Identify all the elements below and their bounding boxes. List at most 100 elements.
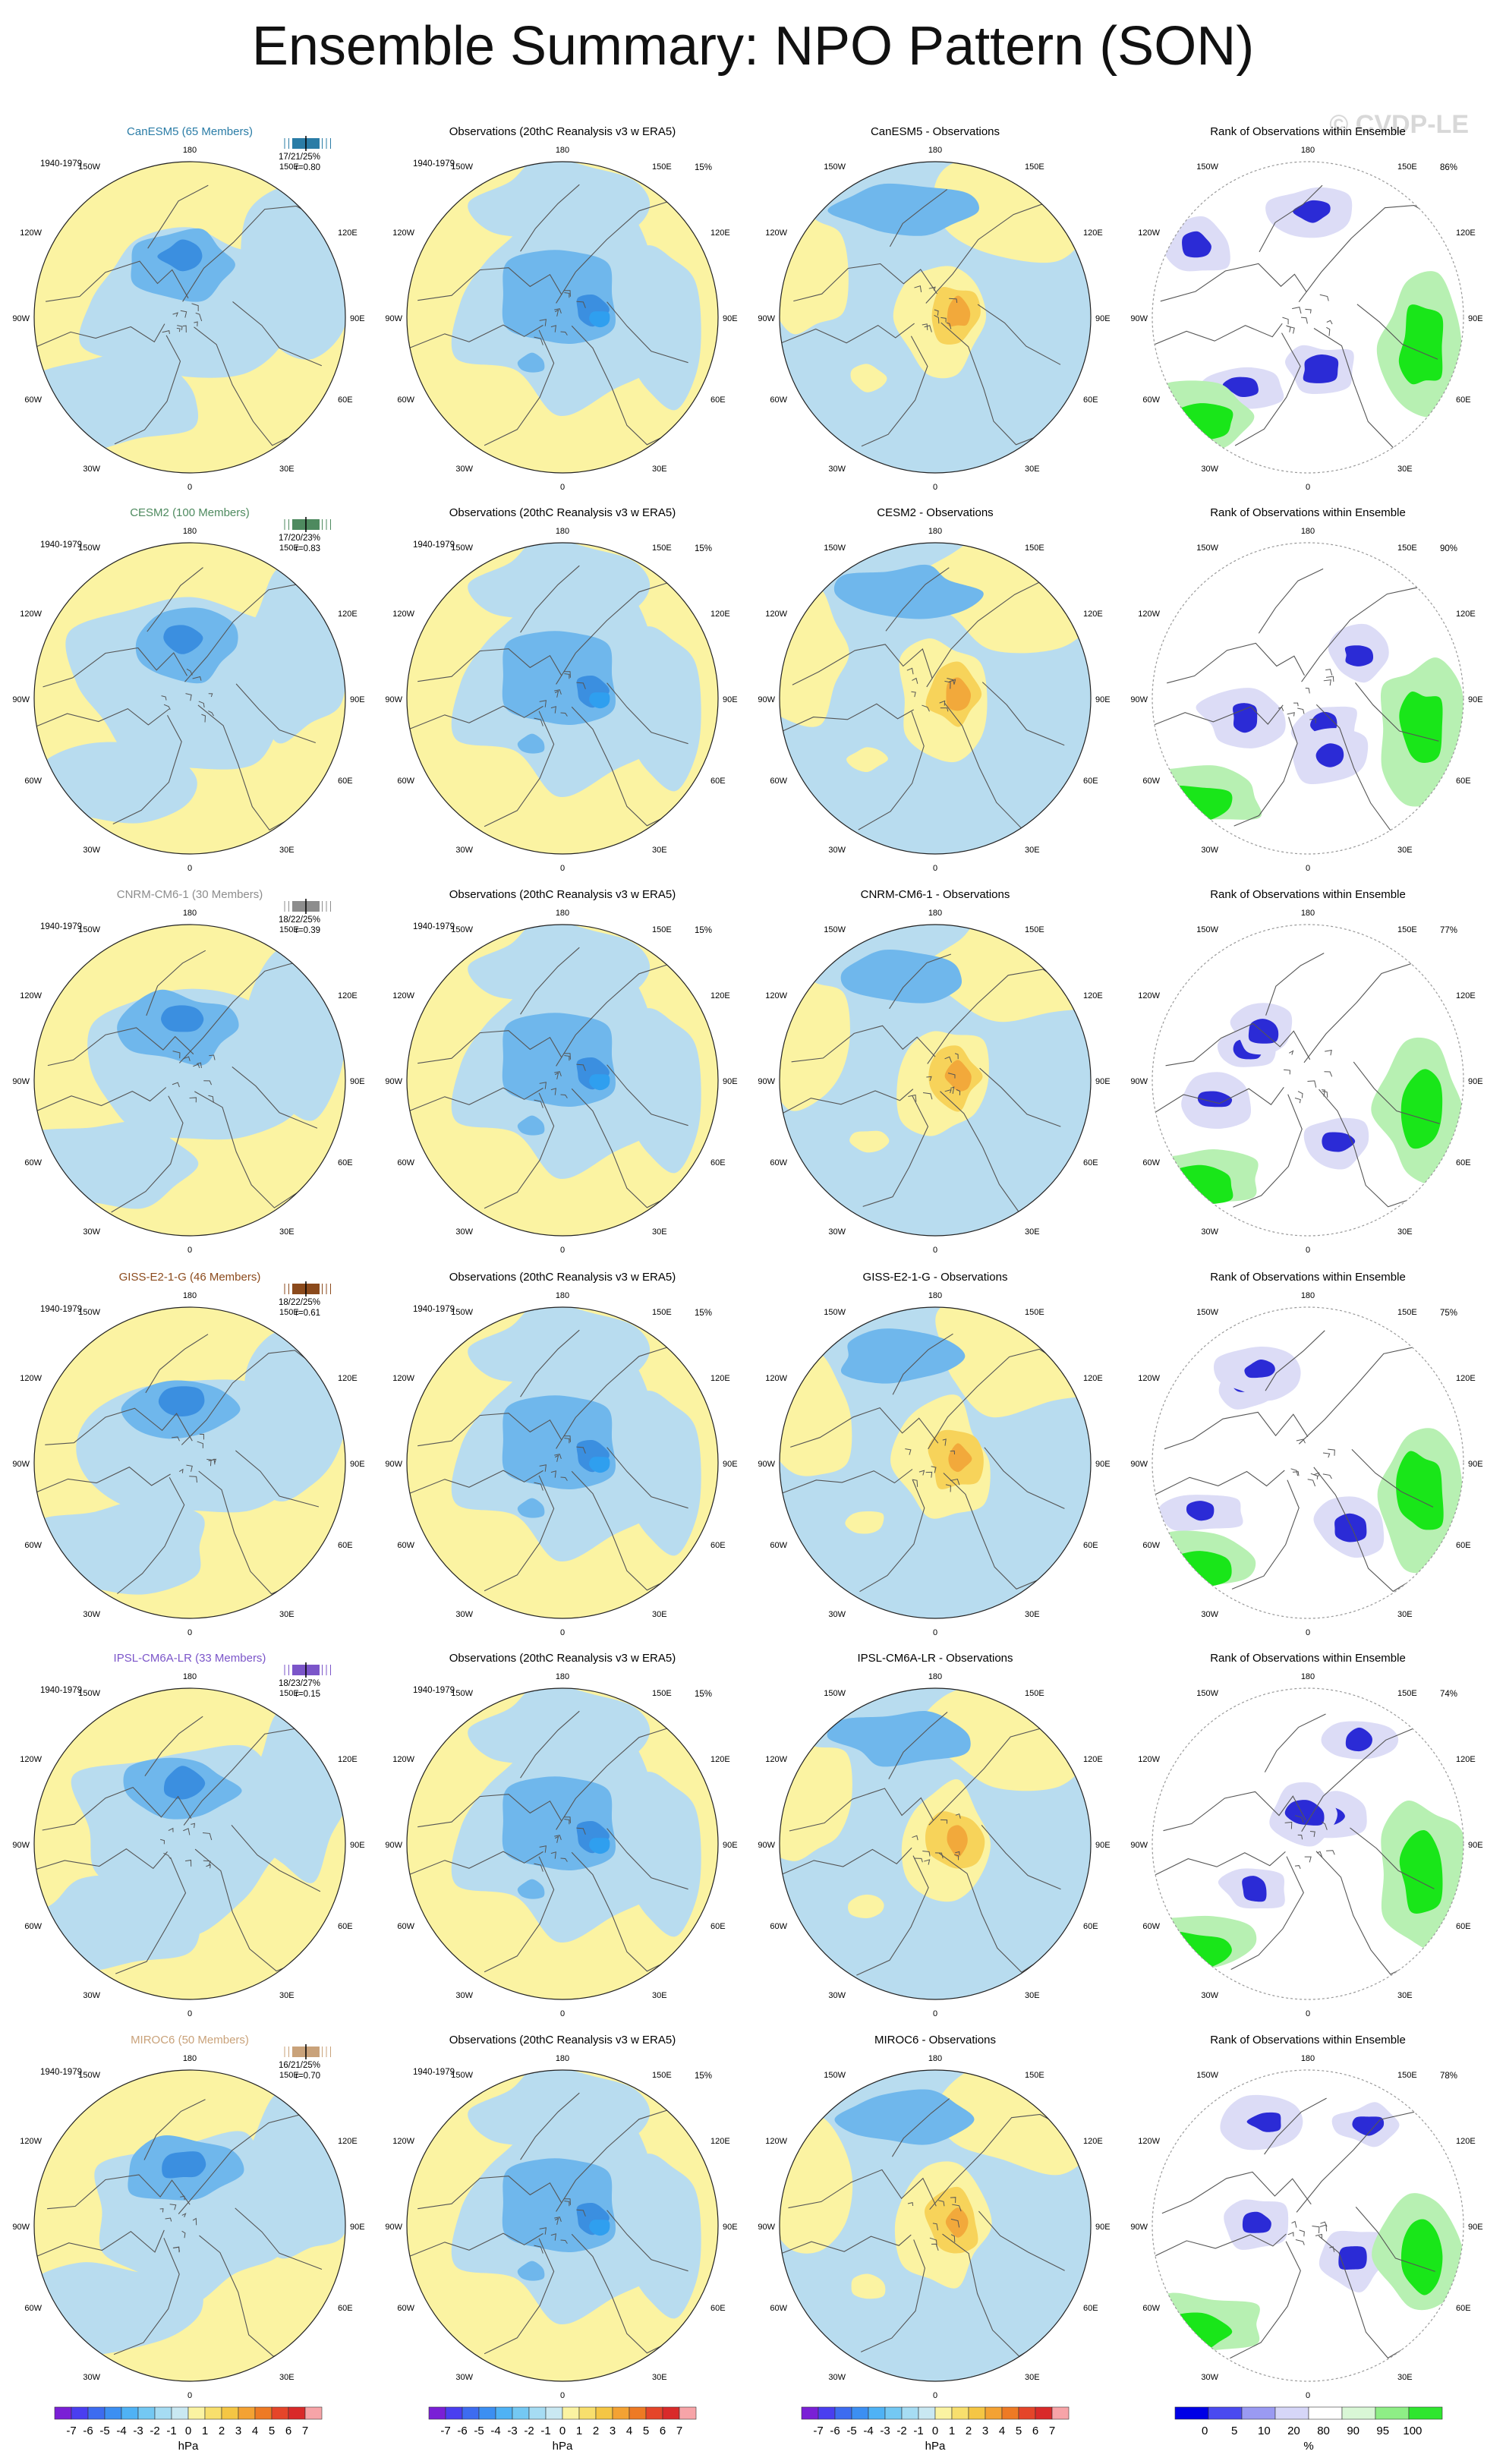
- island-outline: [1292, 307, 1302, 314]
- lon-label-tr2: 120E: [1456, 610, 1476, 619]
- island-outline: [539, 1845, 547, 1853]
- coastline: [408, 1851, 543, 1876]
- contour-negative-mid: [827, 1710, 971, 1767]
- lon-label-tl2: 120W: [20, 2137, 42, 2146]
- model-mean-panel: MIROC6 (50 Members) 1940-1979 16/21/25% r=0…: [12, 2034, 364, 2400]
- lon-label-top: 180: [1301, 909, 1315, 918]
- coastline: [34, 2229, 165, 2258]
- coastline: [1155, 2233, 1287, 2257]
- map-contours: [34, 184, 345, 452]
- rank-patch-very-high: [1399, 691, 1443, 764]
- island-outline: [564, 1818, 570, 1825]
- coastline: [1161, 2171, 1312, 2214]
- pattern-correlation: r=0.61: [295, 1309, 320, 1318]
- lon-label-tr2: 120E: [338, 2137, 358, 2146]
- lon-label-top: 180: [928, 1291, 942, 1300]
- island-outline: [534, 1482, 543, 1491]
- lon-label-bl1: 60W: [24, 395, 42, 405]
- island-outline: [182, 1056, 191, 1061]
- coastline: [146, 950, 206, 1016]
- lon-label-br2: 30E: [1397, 2373, 1413, 2382]
- lon-label-tr2: 120E: [710, 1755, 730, 1764]
- lon-label-top: 180: [928, 146, 942, 155]
- coastline: [147, 184, 209, 249]
- lon-label-bottom: 0: [560, 1246, 565, 1255]
- colorbar-tick: -4: [490, 2425, 500, 2437]
- coastline: [888, 1711, 948, 1779]
- coastline: [789, 1788, 934, 1832]
- coastline: [943, 1473, 1050, 1590]
- lon-label-tl1: 150W: [78, 1689, 100, 1698]
- contour-negative-strong: [589, 1838, 610, 1854]
- island-outline: [539, 1082, 547, 1089]
- lon-label-br1: 60E: [1083, 1158, 1098, 1167]
- lon-label-br2: 30E: [652, 465, 667, 474]
- coastline: [1351, 1449, 1434, 1508]
- lon-label-br1: 60E: [1456, 1922, 1471, 1931]
- period-label: 1940-1979: [413, 922, 455, 931]
- lon-label-tl1: 150W: [824, 162, 846, 172]
- island-outline: [163, 1852, 171, 1859]
- island-outline: [945, 1484, 951, 1492]
- model-mean-panel: CNRM-CM6-1 (30 Members) 1940-1979 18/22/25…: [12, 888, 364, 1255]
- colorbar-swatch: [1241, 2406, 1276, 2420]
- map-border: [1152, 1687, 1464, 2000]
- difference-title: MIROC6 - Observations: [874, 2034, 996, 2047]
- island-outline: [181, 2213, 187, 2218]
- island-outline: [172, 1051, 181, 1059]
- lon-label-top: 180: [556, 527, 569, 536]
- difference-panel: CESM2 - Observations 180 0 90W 90E 150W 120W 15…: [758, 506, 1110, 873]
- island-outline: [177, 325, 183, 330]
- colorbar-swatch: [171, 2406, 189, 2420]
- contour-negative-mid: [517, 1498, 545, 1518]
- island-outline: [178, 1468, 184, 1473]
- colorbar-swatch: [834, 2406, 852, 2420]
- rank-patch-very-low: [1352, 2116, 1385, 2136]
- rank-panel: Rank of Observations within Ensemble 90% 1…: [1130, 506, 1482, 873]
- period-label: 1940-1979: [413, 540, 455, 550]
- contour-negative-mid: [827, 183, 979, 236]
- island-outline: [534, 1099, 543, 1108]
- lon-label-bl1: 60W: [1142, 395, 1160, 405]
- lon-label-right: 90E: [723, 1841, 738, 1850]
- coastline: [520, 1329, 580, 1397]
- pattern-correlation: r=0.80: [295, 163, 320, 172]
- colorbar-tick: -7: [66, 2425, 76, 2437]
- obs-variance: 15%: [695, 926, 712, 935]
- colorbar-swatch: [968, 2406, 986, 2420]
- island-outline: [950, 2234, 956, 2242]
- island-outline: [1307, 1479, 1316, 1487]
- coastline: [981, 682, 1065, 746]
- lon-label-tr2: 120E: [710, 991, 730, 1000]
- lon-label-bl1: 60W: [397, 777, 414, 786]
- lon-label-bl1: 60W: [397, 2304, 414, 2313]
- island-outline: [1322, 1452, 1331, 1458]
- lon-label-tr2: 120E: [1456, 228, 1476, 238]
- contour-negative-weak: [468, 1307, 651, 1390]
- period-label: 1940-1979: [40, 159, 82, 169]
- coastline: [606, 682, 688, 745]
- island-outline: [1290, 1468, 1299, 1476]
- map-border: [33, 542, 346, 855]
- lon-label-tl1: 150W: [451, 544, 473, 553]
- island-outline: [1282, 317, 1289, 325]
- colorbar-tick: -1: [540, 2425, 550, 2437]
- lon-label-right: 90E: [350, 314, 365, 323]
- obs-title: Observations (20thC Reanalysis v3 w ERA5…: [449, 125, 676, 138]
- lon-label-tr1: 150E: [652, 1689, 672, 1698]
- coastline: [1152, 323, 1283, 347]
- colorbar-tick: 100: [1403, 2425, 1422, 2437]
- colorbar-swatch: [428, 2406, 446, 2420]
- lon-label-left: 90W: [1130, 2223, 1148, 2232]
- contour-negative-mid: [833, 564, 984, 619]
- lon-label-bl2: 30W: [83, 465, 100, 474]
- island-outline: [186, 1464, 193, 1472]
- colorbar-tick: -4: [116, 2425, 126, 2437]
- lon-label-bl2: 30W: [83, 2373, 100, 2382]
- island-outline: [908, 1094, 917, 1102]
- map-contours: [408, 925, 701, 1209]
- lon-label-left: 90W: [12, 695, 30, 704]
- colorbar-swatch: [612, 2406, 630, 2420]
- coastline: [860, 2239, 925, 2352]
- colorbar-tick: 5: [643, 2425, 649, 2437]
